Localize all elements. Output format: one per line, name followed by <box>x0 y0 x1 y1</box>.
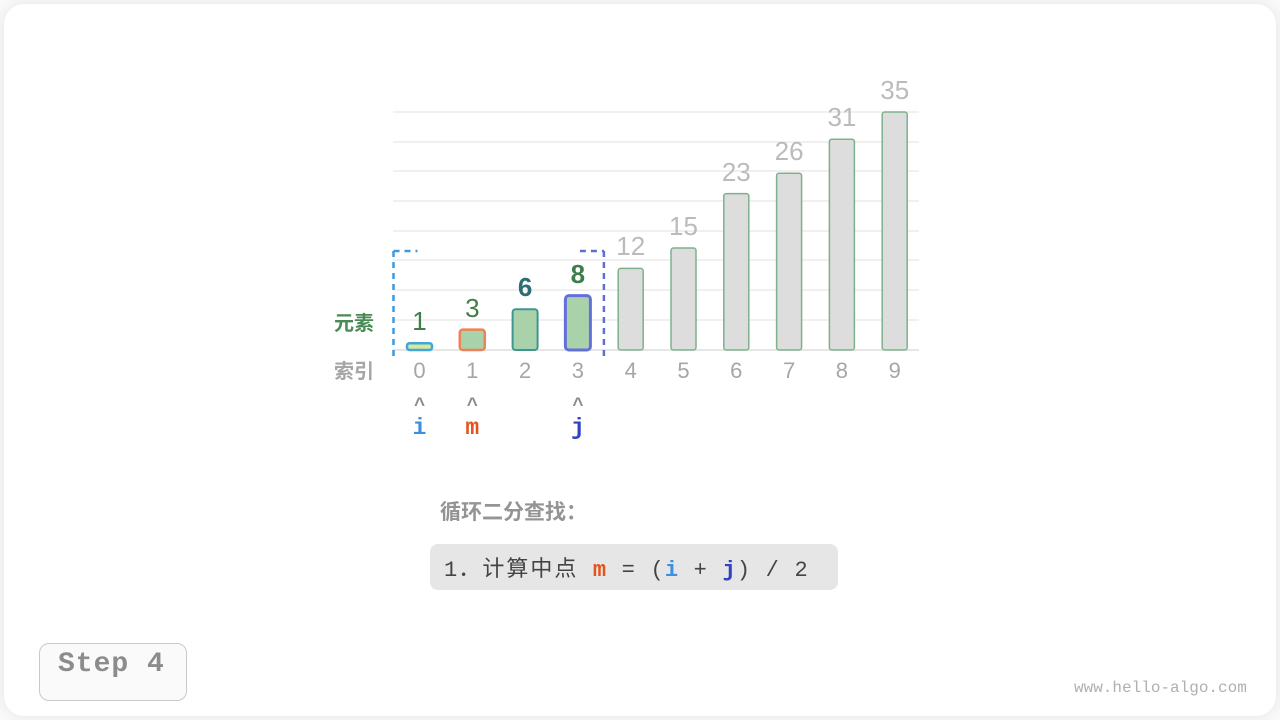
svg-text:35: 35 <box>880 75 909 105</box>
svg-text:8: 8 <box>836 358 848 383</box>
svg-text:3: 3 <box>465 293 479 323</box>
svg-text:4: 4 <box>625 358 637 383</box>
svg-text:^: ^ <box>414 395 425 416</box>
svg-text:j: j <box>571 415 585 441</box>
svg-text:7: 7 <box>783 358 795 383</box>
svg-text:6: 6 <box>518 272 532 302</box>
svg-text:15: 15 <box>669 211 698 241</box>
svg-text:2: 2 <box>519 358 531 383</box>
svg-text:31: 31 <box>827 102 856 132</box>
svg-text:1: 1 <box>466 358 478 383</box>
svg-text:m: m <box>465 415 479 441</box>
svg-text:元素: 元素 <box>334 307 374 336</box>
svg-text:i: i <box>413 415 427 441</box>
svg-text:索引: 索引 <box>334 355 374 384</box>
svg-text:6: 6 <box>730 358 742 383</box>
svg-text:0: 0 <box>413 358 425 383</box>
svg-text:^: ^ <box>572 395 583 416</box>
svg-text:8: 8 <box>571 259 585 289</box>
svg-text:9: 9 <box>889 358 901 383</box>
svg-text:23: 23 <box>722 157 751 187</box>
svg-text:5: 5 <box>677 358 689 383</box>
svg-text:^: ^ <box>467 395 478 416</box>
svg-text:12: 12 <box>616 231 645 261</box>
svg-text:26: 26 <box>775 136 804 166</box>
svg-text:1: 1 <box>412 306 426 336</box>
svg-text:3: 3 <box>572 358 584 383</box>
